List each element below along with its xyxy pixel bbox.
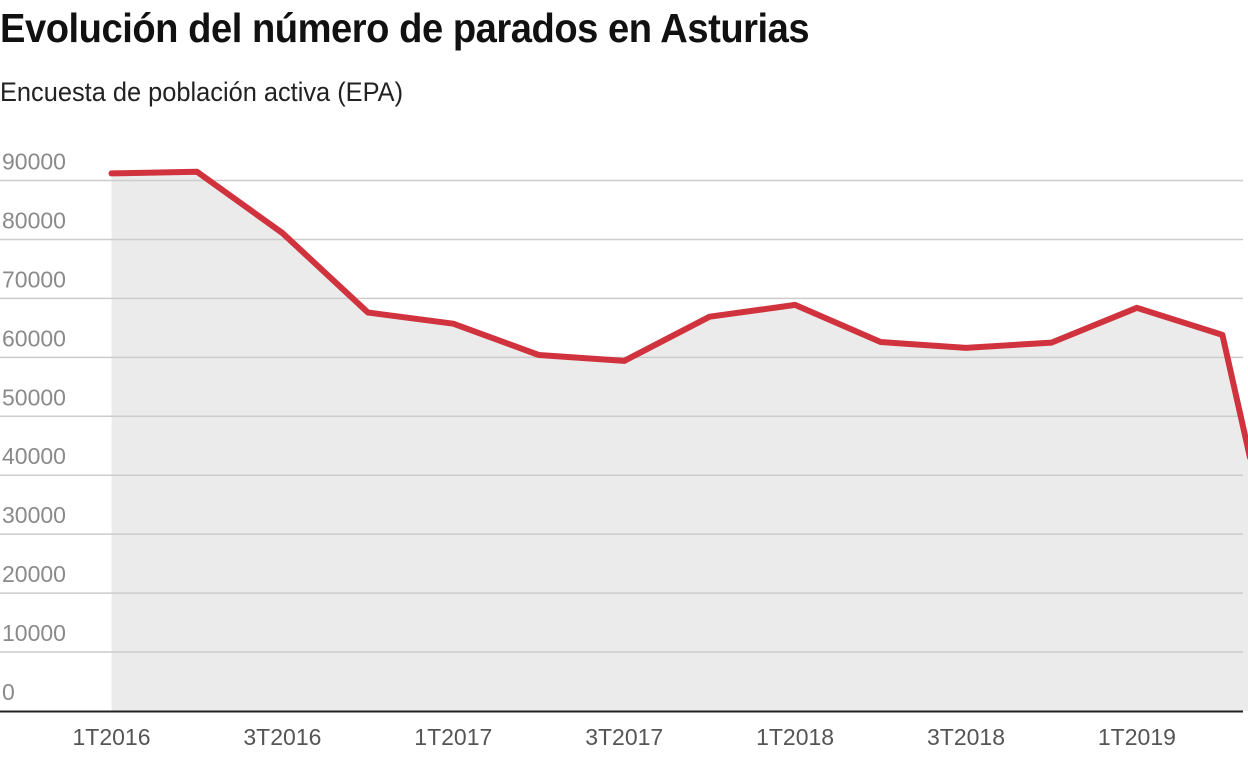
- y-tick-label: 50000: [2, 384, 66, 410]
- area-fill: [111, 171, 1248, 711]
- x-axis-ticks: 1T2016 3T2016 1T2017 3T2017 1T2018 3T2018 1T20…: [72, 724, 1175, 750]
- chart-title: Evolución del número de parados en Astur…: [0, 5, 810, 51]
- x-tick-label: 3T2017: [585, 724, 663, 750]
- y-tick-label: 80000: [2, 207, 66, 233]
- x-tick-label: 3T2016: [243, 724, 321, 750]
- x-tick-label: 1T2017: [414, 724, 492, 750]
- chart-subtitle: Encuesta de población activa (EPA): [0, 77, 404, 107]
- y-tick-label: 40000: [2, 443, 66, 469]
- y-tick-label: 70000: [2, 266, 66, 292]
- y-axis-ticks: 90000 80000 70000 60000 50000 40000 30000 20000…: [2, 149, 66, 706]
- y-tick-label: 30000: [2, 502, 66, 528]
- y-tick-label: 90000: [2, 149, 66, 175]
- x-tick-label: 1T2018: [756, 724, 834, 750]
- y-tick-label: 60000: [2, 325, 66, 351]
- data-line: [108, 168, 1248, 460]
- x-tick-label: 1T2016: [72, 724, 150, 750]
- y-tick-label: 20000: [2, 561, 66, 587]
- y-tick-label: 10000: [2, 620, 66, 646]
- gridlines: [0, 179, 1243, 653]
- x-tick-label: 1T2019: [1098, 724, 1176, 750]
- y-tick-label: 0: [2, 679, 15, 705]
- x-tick-label: 3T2018: [927, 724, 1005, 750]
